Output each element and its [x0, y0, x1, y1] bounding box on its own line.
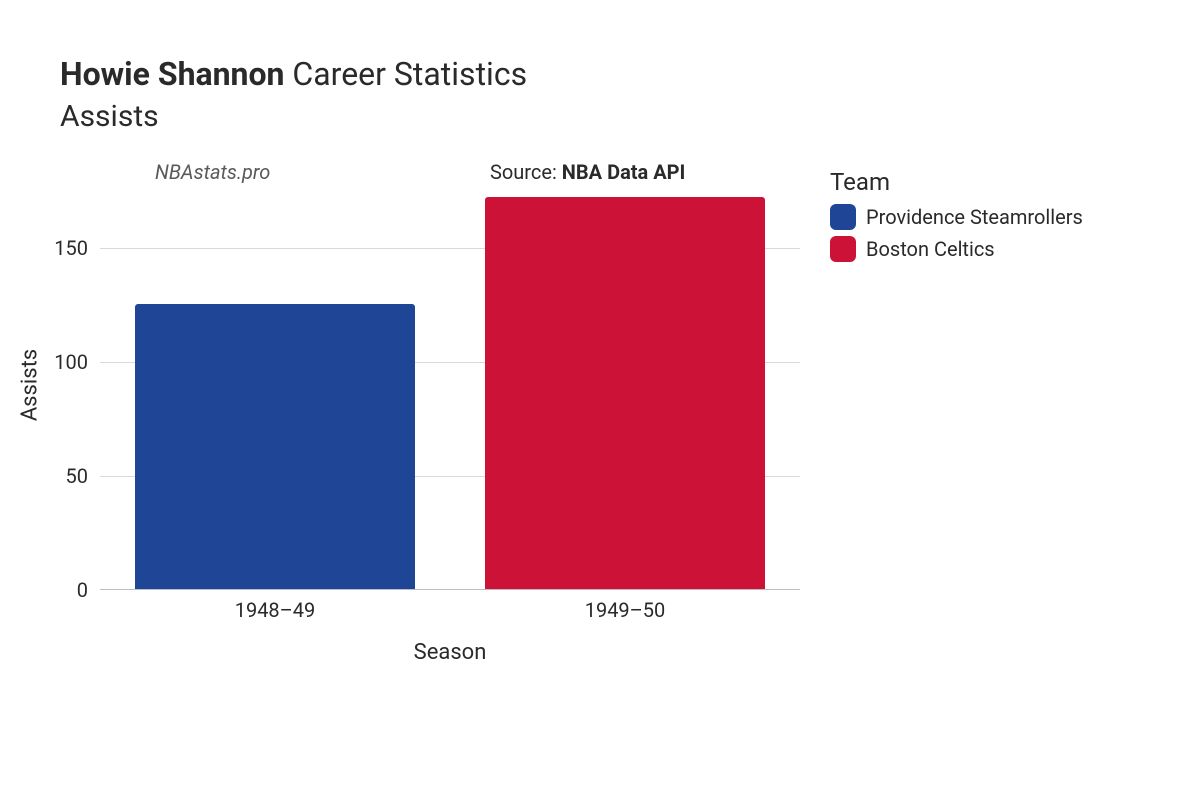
x-tick-label: 1948–49: [235, 598, 316, 622]
legend-item: Boston Celtics: [830, 236, 1083, 262]
legend: Team Providence Steamrollers Boston Celti…: [830, 168, 1083, 268]
plot-area: NBAstats.pro Source: NBA Data API Assist…: [100, 180, 800, 590]
x-axis-title: Season: [414, 640, 487, 665]
bar: [485, 197, 765, 589]
legend-swatch: [830, 204, 856, 230]
chart-subtitle: Assists: [60, 99, 1160, 134]
y-tick-label: 100: [38, 350, 88, 374]
x-tick-label: 1949–50: [585, 598, 666, 622]
bar: [135, 304, 415, 589]
title-suffix: Career Statistics: [292, 55, 527, 93]
plot-rect: [100, 180, 800, 590]
legend-title: Team: [830, 168, 1083, 196]
y-tick-label: 0: [38, 578, 88, 602]
y-tick-label: 50: [38, 464, 88, 488]
title-player-name: Howie Shannon: [60, 55, 284, 93]
legend-label: Boston Celtics: [866, 237, 995, 261]
legend-label: Providence Steamrollers: [866, 205, 1083, 229]
chart-title: Howie Shannon Career Statistics: [60, 55, 1160, 93]
chart-container: Howie Shannon Career Statistics Assists: [60, 55, 1160, 134]
legend-item: Providence Steamrollers: [830, 204, 1083, 230]
legend-swatch: [830, 236, 856, 262]
y-tick-label: 150: [38, 236, 88, 260]
